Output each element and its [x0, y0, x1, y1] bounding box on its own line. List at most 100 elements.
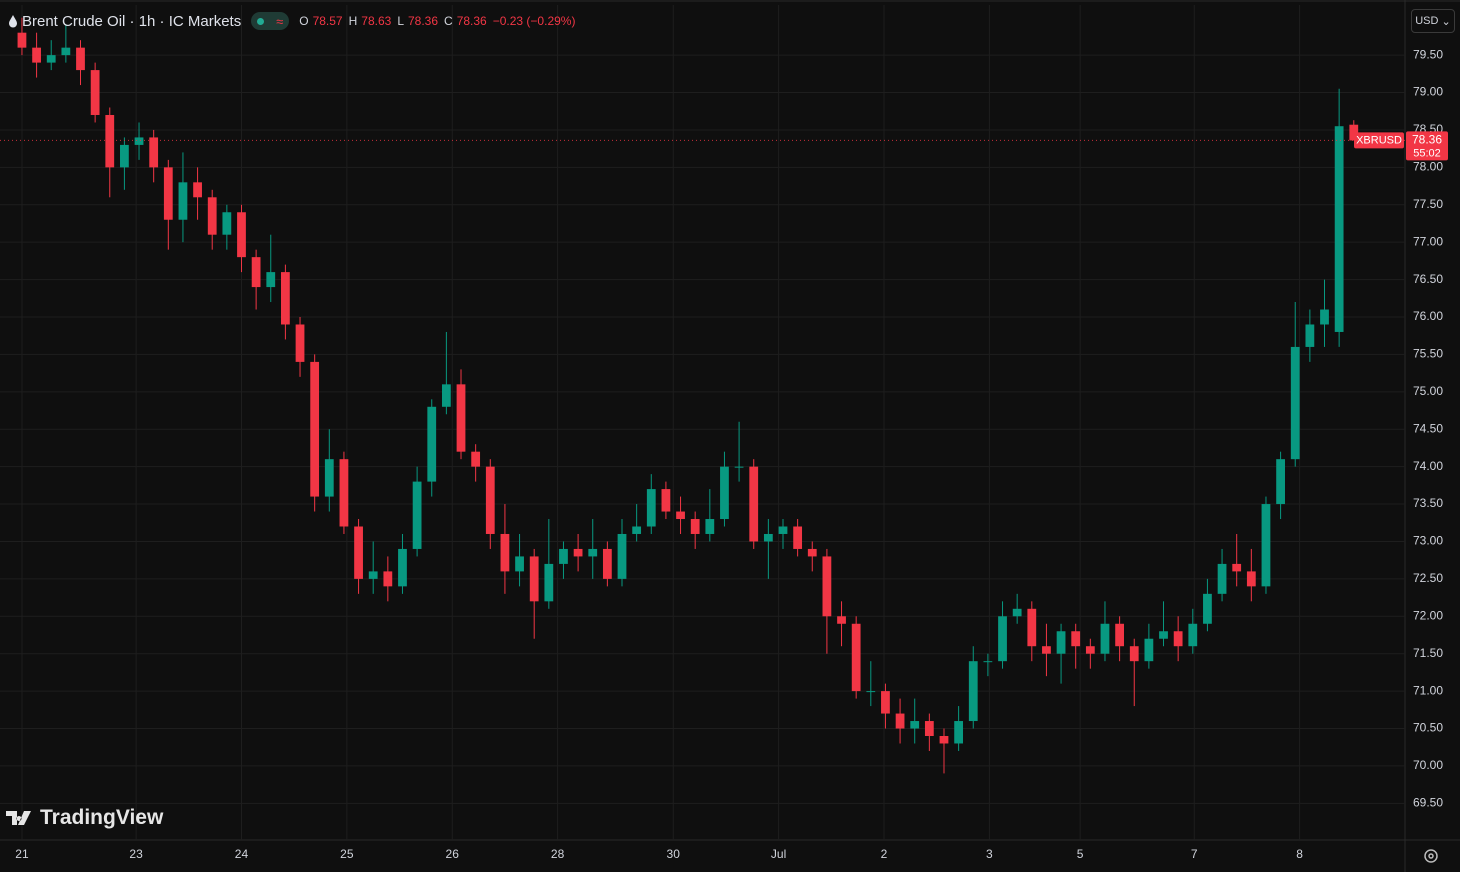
candle-body — [339, 459, 349, 527]
candle-body — [163, 167, 173, 220]
candle-body — [485, 466, 495, 534]
candle-body — [500, 533, 510, 572]
candle-body — [1071, 631, 1081, 647]
symbol-tag — [1354, 132, 1404, 149]
y-tick-label: 77.50 — [1413, 197, 1443, 211]
candle-body — [1246, 571, 1256, 587]
oil-icon — [9, 15, 17, 28]
open-value: 78.57 — [312, 14, 343, 28]
candle-body — [661, 489, 671, 512]
candle-body — [310, 361, 320, 497]
candle-body — [90, 70, 100, 115]
candle-body — [1203, 593, 1212, 624]
candle-body — [705, 519, 715, 534]
candle-body — [1100, 623, 1110, 654]
candle-body — [222, 212, 232, 235]
candle-body — [427, 406, 437, 482]
x-tick-label: 23 — [129, 847, 143, 861]
candle-body — [1027, 608, 1037, 647]
brand-name: TradingView — [40, 806, 164, 829]
candle-body — [910, 721, 920, 729]
y-tick-label: 79.50 — [1413, 47, 1443, 61]
candle-body — [178, 182, 188, 220]
candle-body — [939, 735, 949, 744]
status-pill[interactable]: ≈ — [251, 12, 290, 30]
candle-body — [17, 32, 27, 48]
candle-body — [515, 556, 524, 572]
candle-body — [749, 466, 759, 542]
candle-body — [954, 721, 964, 744]
candle-body — [120, 144, 129, 168]
y-tick-label: 70.00 — [1413, 758, 1443, 772]
x-tick-label: 25 — [340, 847, 354, 861]
x-tick-label: 8 — [1296, 847, 1303, 861]
candle-body — [559, 548, 568, 564]
y-tick-label: 70.50 — [1413, 721, 1443, 735]
symbol-title[interactable]: Brent Crude Oil · 1h · IC Markets — [22, 12, 242, 30]
x-tick-label: 5 — [1077, 847, 1084, 861]
candle-body — [1012, 608, 1022, 617]
candle-body — [544, 563, 554, 602]
currency-button[interactable]: USD ⌄ — [1411, 9, 1455, 33]
candle-body — [837, 616, 846, 624]
candle-body — [383, 571, 393, 587]
price-tag — [1406, 131, 1448, 161]
candle-body — [573, 548, 583, 557]
candle-body — [456, 384, 466, 452]
close-key: C — [444, 14, 453, 28]
candle-body — [1188, 623, 1198, 647]
currency: USD — [1415, 15, 1439, 27]
candle-body — [822, 556, 832, 617]
candle-body — [46, 55, 56, 63]
candle-body — [1290, 346, 1300, 460]
candle-body — [1129, 646, 1139, 662]
x-tick-label: 7 — [1191, 847, 1198, 861]
close-value: 78.36 — [456, 14, 487, 28]
candle-body — [588, 548, 598, 557]
candle-body — [1349, 124, 1359, 141]
candle-body — [676, 511, 685, 520]
candle-body — [251, 257, 261, 288]
low-value: 78.36 — [408, 14, 439, 28]
x-tick-label: Jul — [771, 847, 786, 861]
candle-body — [1144, 638, 1154, 662]
candle-body — [881, 691, 890, 714]
y-tick-label: 69.50 — [1413, 796, 1443, 810]
candle-body — [924, 721, 934, 736]
high-value: 78.63 — [361, 14, 392, 28]
candle-body — [602, 548, 612, 579]
candle-body — [1042, 646, 1051, 654]
y-tick-label: 74.50 — [1413, 421, 1443, 435]
x-tick-label: 21 — [15, 847, 29, 861]
y-tick-label: 77.00 — [1413, 234, 1443, 248]
candle-body — [193, 182, 202, 198]
candle-body — [690, 519, 700, 534]
y-tick-label: 74.00 — [1413, 459, 1443, 473]
candle-body — [207, 197, 217, 235]
candle-body — [105, 114, 115, 168]
candle-body — [266, 272, 276, 288]
x-tick-label: 24 — [235, 847, 249, 861]
grid — [0, 5, 1405, 840]
candle-body — [441, 384, 451, 407]
candle-body — [354, 526, 363, 579]
candle-body — [734, 466, 744, 468]
candle-body — [968, 661, 978, 722]
y-tick-label: 72.00 — [1413, 608, 1443, 622]
y-tick-label: 73.50 — [1413, 496, 1443, 510]
candle-body — [149, 137, 159, 168]
candle-body — [76, 47, 85, 71]
candle-body — [1085, 646, 1095, 654]
candle-body — [1159, 631, 1168, 639]
candle-body — [61, 47, 71, 56]
candle-body — [617, 533, 627, 579]
candle-body — [720, 466, 729, 520]
price-tag-value: 78.36 — [1412, 133, 1442, 147]
x-tick-label: 30 — [667, 847, 681, 861]
settings-icon[interactable] — [1424, 849, 1438, 863]
candle-body — [1320, 309, 1329, 325]
x-tick-label: 3 — [986, 847, 993, 861]
candle-body — [1305, 324, 1315, 347]
price-tag-countdown: 55:02 — [1413, 147, 1441, 159]
